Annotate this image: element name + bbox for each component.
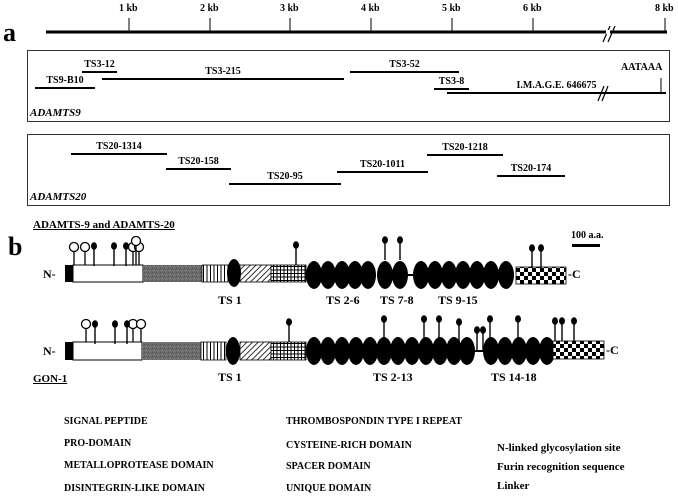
tsr-group-label: TS 1 xyxy=(218,293,242,307)
scale-bar-label: 100 a.a. xyxy=(571,230,604,241)
tsr-group-label: TS 9-15 xyxy=(438,293,478,307)
kb-tick-label: 6 kb xyxy=(523,3,542,14)
row2-c-terminus: -C xyxy=(606,343,619,357)
clone-label: TS20-1314 xyxy=(96,141,142,152)
clone-label: TS20-1218 xyxy=(442,142,488,153)
clone-label: TS20-174 xyxy=(510,163,552,174)
kb-tick-label: 2 kb xyxy=(200,3,219,14)
gon1-protein-title: GON-1 xyxy=(33,373,68,385)
clone-label: TS20-1011 xyxy=(359,159,406,170)
row1-c-terminus: -C xyxy=(568,267,581,281)
legend-item-cys: CYSTEINE-RICH DOMAIN xyxy=(286,440,412,451)
adamts20-gene-label: ADAMTS20 xyxy=(30,191,87,203)
kb-scale-axis xyxy=(46,18,667,43)
metalloprotease-domain xyxy=(143,265,202,282)
adamts9-20-protein xyxy=(65,236,567,289)
clone-label: TS3-8 xyxy=(438,76,465,87)
spacer-domain xyxy=(270,264,307,283)
row1-n-terminus: N- xyxy=(43,267,56,281)
clone-label: TS20-95 xyxy=(267,171,303,182)
kb-tick-label: 1 kb xyxy=(119,3,138,14)
legend-item-unique: UNIQUE DOMAIN xyxy=(286,483,372,494)
legend-item-disintegrin: DISINTEGRIN-LIKE DOMAIN xyxy=(64,483,205,494)
clone-label: TS3-52 xyxy=(389,59,420,70)
signal-peptide-domain xyxy=(65,265,73,282)
pro-domain xyxy=(72,264,144,283)
cysteine-rich-domain xyxy=(239,264,272,283)
kb-tick-label: 3 kb xyxy=(280,3,299,14)
legend-item-spacer: SPACER DOMAIN xyxy=(286,461,371,472)
kb-tick-label: 4 kb xyxy=(361,3,380,14)
clone-label: TS9-B10 xyxy=(46,75,84,86)
clone-label: TS3-215 xyxy=(205,66,241,77)
tsr-group-label: TS 1 xyxy=(218,370,242,384)
row2-n-terminus: N- xyxy=(43,344,56,358)
panel-a-letter: a xyxy=(3,18,16,47)
unique-domain xyxy=(515,266,567,285)
adamts9-20-protein-title: ADAMTS-9 and ADAMTS-20 xyxy=(33,219,175,231)
legend-item-n-glyco: N-linked glycosylation site xyxy=(497,442,621,454)
tsr-group-label: TS 2-6 xyxy=(326,293,360,307)
panel-b-letter: b xyxy=(8,232,23,261)
tsr-group-label: TS 7-8 xyxy=(380,293,414,307)
clone-label: I.M.A.G.E. 646675 xyxy=(516,80,597,91)
adamts9-gene-label: ADAMTS9 xyxy=(30,107,81,119)
kb-tick-label: 5 kb xyxy=(442,3,461,14)
adamts9-clone-box xyxy=(27,50,670,122)
clone-label: TS20-158 xyxy=(178,156,219,167)
adamts20-clone-lines xyxy=(71,153,565,185)
protein-domain-diagrams xyxy=(65,0,605,365)
legend-item-signal: SIGNAL PEPTIDE xyxy=(64,416,148,427)
tsr-group-label: TS 2-13 xyxy=(373,370,413,384)
tsr-group-label: TS 14-18 xyxy=(491,370,537,384)
legend-item-pro: PRO-DOMAIN xyxy=(64,438,132,449)
legend-item-furin: Furin recognition sequence xyxy=(497,461,625,473)
gon1-protein xyxy=(65,315,605,365)
legend-item-linker: Linker xyxy=(497,480,530,492)
legend-item-metallo: METALLOPROTEASE DOMAIN xyxy=(64,460,214,471)
adamts20-clone-box xyxy=(27,134,670,206)
clone-label: TS3-12 xyxy=(84,59,115,70)
tsr-1 xyxy=(227,259,241,287)
legend-item-tsr: THROMBOSPONDIN TYPE I REPEAT xyxy=(286,416,463,427)
kb-tick-label: 8 kb xyxy=(655,3,674,14)
polya-signal-label: AATAAA xyxy=(621,62,663,73)
scale-bar-100aa xyxy=(572,244,600,247)
adamts9-clone-lines xyxy=(35,71,666,102)
disintegrin-domain xyxy=(201,264,229,283)
